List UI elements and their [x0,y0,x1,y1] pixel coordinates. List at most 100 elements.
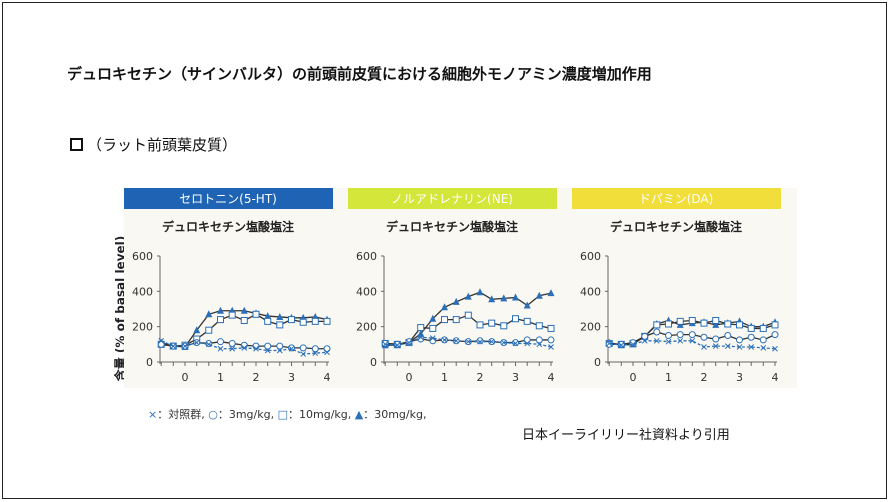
data-point-triangle [488,295,496,303]
data-point-square [240,316,248,324]
y-tick-label: 600 [356,250,377,263]
y-tick-label: 600 [580,250,601,263]
data-point-square [665,320,672,328]
data-point-circle [641,332,649,340]
data-point-square [464,311,472,319]
data-point-cross [324,349,330,356]
data-point-square [500,322,508,330]
data-point-cross [748,344,755,350]
data-point-square [653,321,661,329]
data-point-square [299,318,307,326]
x-tick-label: 4 [548,371,555,384]
data-point-cross [300,351,307,357]
data-point-cross [288,345,295,352]
data-point-triangle [523,301,531,309]
data-point-triangle [476,288,484,296]
data-point-square [429,324,437,332]
data-point-cross [182,343,188,349]
subtitle-text: （ラット前頭葉皮質） [87,136,238,154]
data-point-cross [406,339,412,346]
x-tick-label: 3 [288,371,295,384]
data-point-triangle [512,293,519,301]
data-point-cross [701,344,707,350]
panel-background [572,188,797,388]
data-point-cross [736,344,743,350]
data-point-cross [606,340,613,347]
legend-mid-marker: □ [277,408,288,421]
data-point-cross [158,337,165,344]
data-point-circle [299,344,307,352]
data-point-cross [665,338,672,345]
data-point-square [217,316,224,324]
data-point-square [323,317,331,325]
chart-title: デュロキセチン塩酸塩注 [386,219,518,234]
y-tick-label: 200 [580,321,601,334]
data-point-cross [677,337,684,344]
data-point-cross [477,338,483,345]
data-point-cross [618,342,625,349]
x-tick-label: 0 [630,371,637,384]
data-point-cross [641,337,648,344]
data-point-triangle [264,312,272,320]
x-tick-label: 3 [512,371,519,384]
data-point-triangle [535,291,543,299]
data-point-square [311,317,319,325]
legend-high-marker: ▲ [354,408,364,421]
data-point-square [264,317,272,325]
data-point-cross [630,341,636,348]
data-point-circle [759,336,767,344]
x-tick-label: 1 [217,371,224,384]
data-point-cross [229,345,236,352]
data-point-triangle [441,303,448,311]
x-tick-label: 1 [665,371,672,384]
data-point-circle [676,331,684,339]
y-tick-label: 200 [356,321,377,334]
x-tick-label: 3 [736,371,743,384]
x-tick-label: 2 [477,371,484,384]
data-point-square [547,324,555,332]
data-point-triangle [217,306,224,314]
panel-header-label: セロトニン(5-HT) [179,192,277,206]
data-point-square [205,326,213,334]
data-point-cross [536,341,543,348]
data-point-square [724,320,732,328]
data-point-square [276,321,284,329]
data-point-circle [712,335,720,343]
y-tick-label: 400 [132,285,153,298]
legend: ×：対照群, ○：3mg/kg, □：10mg/kg, ▲：30mg/kg, [148,406,426,422]
data-point-cross [264,347,271,354]
data-point-circle [653,328,661,336]
data-point-square [523,317,531,325]
data-point-cross [429,335,436,342]
data-point-triangle [240,306,248,314]
y-tick-label: 0 [146,356,153,369]
data-point-cross [276,347,283,354]
data-point-circle [605,340,613,348]
data-point-circle [512,339,519,347]
data-point-cross [465,338,472,345]
data-point-circle [381,339,389,347]
data-point-cross [217,345,224,352]
y-tick-label: 0 [594,356,601,369]
data-point-triangle [205,310,213,318]
data-point-square [771,321,779,329]
data-point-cross [453,337,460,344]
data-point-cross [653,337,660,344]
data-point-circle [264,342,272,350]
square-bullet-icon [70,138,83,151]
x-tick-label: 0 [182,371,189,384]
data-point-square [252,310,260,318]
data-point-cross [205,341,212,348]
data-point-square [759,324,767,332]
chart-title: デュロキセチン塩酸塩注 [610,219,742,234]
data-point-triangle [464,292,472,300]
data-point-square [288,316,295,324]
data-point-cross [689,337,696,344]
source-note: 日本イーライリリー社資料より引用 [522,428,730,443]
panel-background [124,188,349,388]
legend-mid: ：10mg/kg, [288,408,352,421]
data-point-triangle [429,314,437,322]
data-point-cross [170,343,177,349]
panel-header-label: ノルアドレナリン(NE) [391,192,513,206]
data-point-cross [441,337,448,343]
